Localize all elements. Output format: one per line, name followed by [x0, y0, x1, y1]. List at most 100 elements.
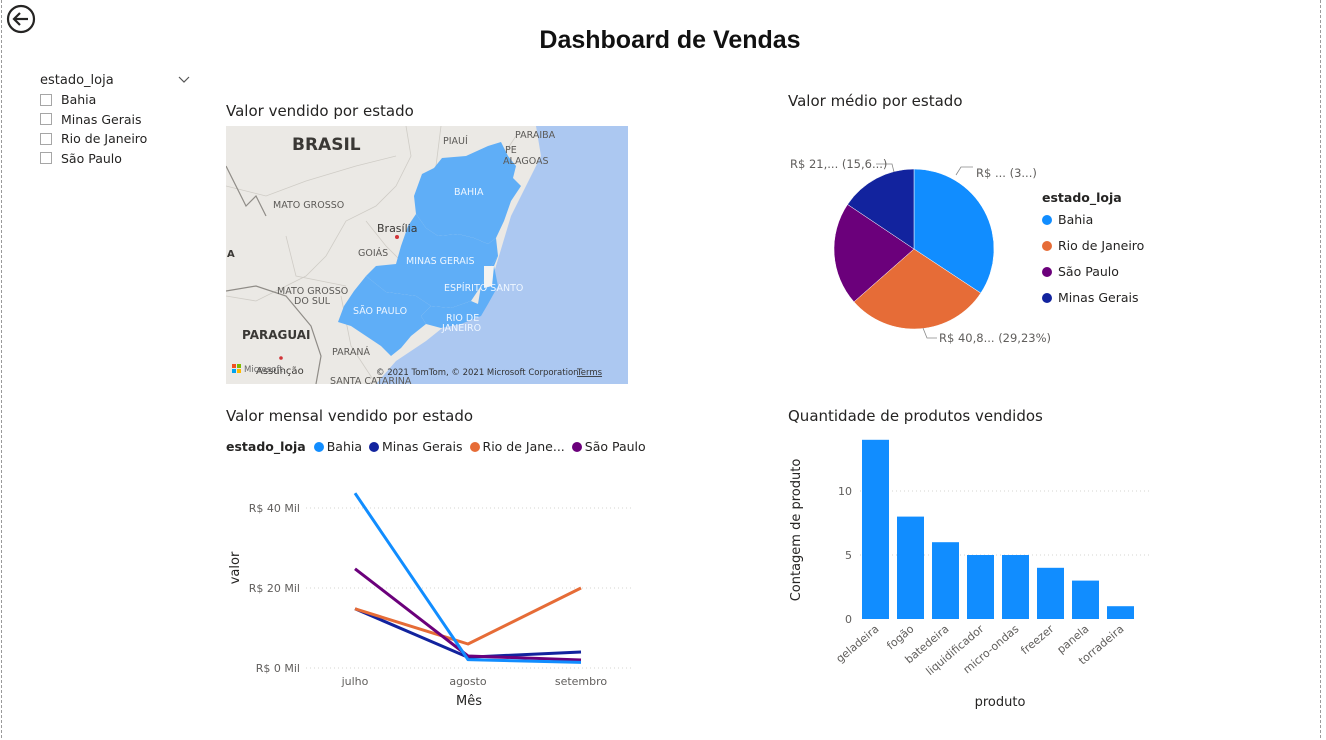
chevron-down-icon[interactable]	[178, 76, 190, 84]
region-minas-gerais[interactable]	[366, 214, 498, 308]
checkbox[interactable]	[40, 152, 52, 165]
line-series-s-o-paulo[interactable]	[354, 567, 582, 662]
page-title: Dashboard de Vendas	[539, 26, 801, 54]
pie-slice-são-paulo[interactable]	[833, 204, 915, 303]
line-y-ticks: R$ 0 Mil R$ 20 Mil R$ 40 Mil	[249, 502, 300, 675]
legend-dot-icon	[1042, 292, 1052, 303]
microsoft-logo-icon	[232, 364, 241, 373]
map-label-a: A	[227, 249, 235, 260]
country-border-west	[226, 165, 267, 217]
checkbox[interactable]	[40, 132, 52, 145]
map-label-piaui: PIAUÍ	[443, 135, 468, 147]
line-series-minas-gerais[interactable]	[354, 607, 582, 659]
bar-x-tick-label: geladeira	[834, 622, 882, 665]
region-bahia[interactable]	[414, 142, 521, 244]
map-label-ms2: DO SUL	[294, 296, 331, 307]
legend-dot-icon	[1042, 214, 1052, 225]
slicer-item-sao-paulo[interactable]: São Paulo	[40, 149, 190, 169]
bar-micro-ondas[interactable]	[1002, 555, 1029, 619]
line-y-tick-label: R$ 20 Mil	[249, 582, 300, 595]
line-series-bahia[interactable]	[353, 492, 582, 664]
legend-label: Minas Gerais	[1058, 290, 1139, 305]
bar-y-axis-title: Contagem de produto	[789, 459, 804, 602]
slicer-item-minas-gerais[interactable]: Minas Gerais	[40, 110, 190, 130]
pie-data-label-bahia: R$ ... (3...)	[976, 166, 1037, 180]
slicer-item-label: Rio de Janeiro	[61, 131, 148, 147]
slicer-item-bahia[interactable]: Bahia	[40, 90, 190, 110]
legend-dot-icon	[1042, 240, 1052, 251]
pie-legend-item-rio[interactable]: Rio de Janeiro	[1042, 238, 1144, 253]
pie-slice-minas-gerais[interactable]	[847, 168, 915, 250]
region-sao-paulo[interactable]	[338, 276, 431, 356]
pie-legend-item-mg[interactable]: Minas Gerais	[1042, 290, 1139, 305]
map-label-rio2: JANEIRO	[441, 323, 481, 334]
line-x-ticks: julho agosto setembro	[341, 675, 608, 688]
map-label-santa: SANTA CATARINA	[330, 376, 412, 384]
bar-x-axis-title: produto	[975, 695, 1026, 710]
checkbox[interactable]	[40, 113, 52, 126]
map-label-minas: MINAS GERAIS	[406, 256, 475, 267]
map-label-alagoas: ALAGOAS	[503, 156, 549, 167]
slicer-item-rio-de-janeiro[interactable]: Rio de Janeiro	[40, 129, 190, 149]
bar-batedeira[interactable]	[932, 542, 959, 619]
bar-y-tick-label: 10	[838, 485, 852, 498]
pie-slice-rio-de-janeiro[interactable]	[853, 248, 982, 330]
bar-liquidificador[interactable]	[967, 555, 994, 619]
checkbox[interactable]	[40, 93, 52, 106]
line-legend-title: estado_loja	[226, 439, 306, 454]
slicer-title: estado_loja	[40, 72, 114, 88]
map-label-assuncao: Assunção	[256, 366, 304, 377]
map-label-ms1: MATO GROSSO	[277, 286, 348, 297]
line-legend-rio[interactable]: Rio de Jane...	[482, 439, 565, 454]
bar-visual-title: Quantidade de produtos vendidos	[788, 407, 1043, 425]
map-label-brasil: BRASIL	[292, 135, 361, 155]
pie-legend-item-sp[interactable]: São Paulo	[1042, 264, 1119, 279]
bar-geladeira[interactable]	[862, 439, 889, 619]
bar-y-ticks: 0 5 10	[838, 485, 852, 626]
legend-label: Bahia	[1058, 212, 1094, 227]
slicer-item-label: São Paulo	[61, 150, 122, 166]
bar-x-tick-label: freezer	[1018, 622, 1056, 657]
line-legend-sp[interactable]: São Paulo	[584, 439, 646, 454]
bar-torradeira[interactable]	[1107, 606, 1134, 619]
map-terms-link[interactable]: Terms	[576, 368, 603, 378]
map-label-rio1: RIO DE	[446, 313, 479, 324]
map-visual[interactable]: BRASIL PARAIBA PIAUÍ PE ALAGOAS BAHIA MA…	[226, 126, 628, 384]
line-legend-bahia[interactable]: Bahia	[326, 439, 363, 454]
bar-freezer[interactable]	[1037, 567, 1064, 619]
line-legend: estado_loja Bahia Minas Gerais Rio de Ja…	[226, 439, 646, 454]
line-x-tick-label: julho	[341, 675, 369, 688]
slicer-header[interactable]: estado_loja	[40, 70, 190, 90]
line-x-tick-label: setembro	[555, 675, 608, 688]
pie-chart[interactable]: R$ 21,... (15,6...) R$ ... (3...) R$ 40,…	[780, 150, 1060, 350]
line-x-axis-title: Mês	[456, 694, 482, 709]
pie-visual-title: Valor médio por estado	[788, 92, 963, 110]
map-label-pe: PE	[505, 145, 517, 156]
leader-line-rio	[922, 327, 937, 339]
legend-label: São Paulo	[1058, 264, 1119, 279]
map-label-mato-grosso: MATO GROSSO	[273, 200, 344, 211]
bar-panela[interactable]	[1072, 580, 1099, 619]
map-canvas[interactable]: BRASIL PARAIBA PIAUÍ PE ALAGOAS BAHIA MA…	[226, 126, 628, 384]
pie-legend-title: estado_loja	[1042, 190, 1122, 205]
back-arrow-icon[interactable]	[6, 4, 36, 34]
line-series	[353, 492, 582, 664]
pie-data-label-sp: R$ 21,... (15,6...)	[790, 157, 887, 171]
line-series-rio-de-jane-[interactable]	[354, 586, 582, 646]
line-legend-minas[interactable]: Minas Gerais	[382, 439, 463, 454]
legend-dot-icon	[571, 441, 582, 452]
region-rio-de-janeiro[interactable]	[421, 301, 488, 328]
map-label-paraiba: PARAIBA	[515, 130, 556, 141]
legend-dot-icon	[313, 441, 324, 452]
line-y-axis-title: valor	[228, 551, 243, 584]
legend-dot-icon	[369, 441, 380, 452]
bar-chart[interactable]: 0 5 10 geladeira fogãobatedeiraliquidificad…	[780, 430, 1160, 720]
pie-legend-item-bahia[interactable]: Bahia	[1042, 212, 1093, 227]
line-chart[interactable]: R$ 0 Mil R$ 20 Mil R$ 40 Mil julho agosto se…	[226, 470, 646, 715]
map-label-sao-paulo: SÃO PAULO	[353, 306, 407, 317]
bar-fogão[interactable]	[897, 516, 924, 619]
bar-x-ticks: geladeira fogãobatedeiraliquidificadormic…	[834, 622, 1127, 678]
map-label-goias: GOIÁS	[358, 247, 388, 259]
ocean-area	[376, 126, 628, 384]
